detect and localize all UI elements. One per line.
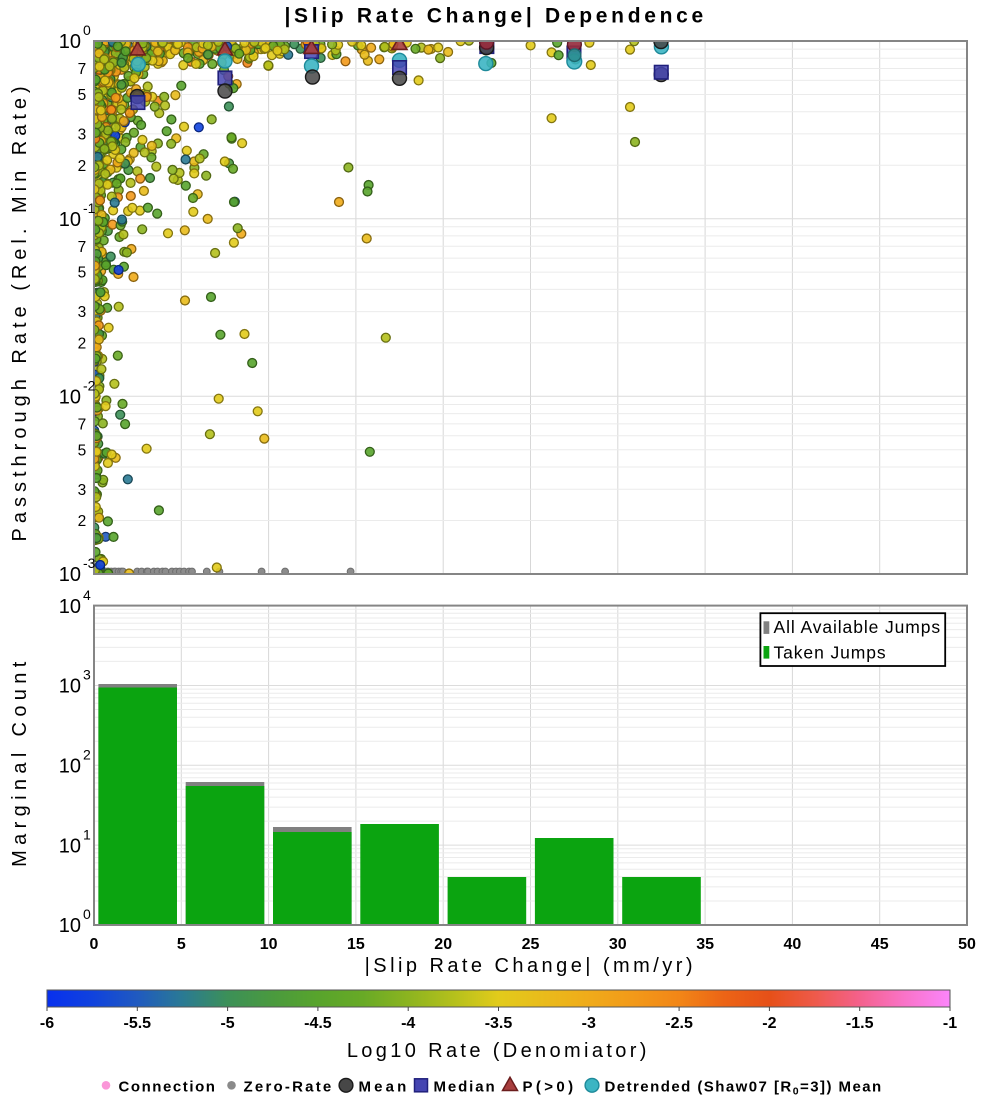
svg-text:Detrended (Shaw07 [R0=3]) Mean: Detrended (Shaw07 [R0=3]) Mean [605, 1078, 883, 1097]
svg-text:Mean: Mean [359, 1078, 410, 1095]
svg-text:5: 5 [78, 87, 87, 104]
svg-text:10: 10 [59, 676, 81, 698]
svg-text:-3: -3 [582, 1015, 596, 1032]
svg-text:3: 3 [78, 127, 87, 144]
svg-text:10: 10 [260, 936, 278, 953]
svg-text:-6: -6 [40, 1015, 54, 1032]
svg-text:3: 3 [83, 667, 91, 683]
svg-text:10: 10 [59, 756, 81, 778]
svg-text:-1.5: -1.5 [846, 1015, 874, 1032]
svg-text:Connection: Connection [119, 1078, 217, 1095]
svg-text:10: 10 [59, 387, 81, 409]
svg-text:5: 5 [78, 265, 87, 282]
svg-text:35: 35 [696, 936, 714, 953]
svg-text:10: 10 [59, 31, 81, 53]
svg-text:10: 10 [59, 564, 81, 586]
svg-text:|Slip Rate Change| (mm/yr): |Slip Rate Change| (mm/yr) [365, 955, 696, 977]
svg-text:20: 20 [434, 936, 452, 953]
svg-text:7: 7 [78, 239, 87, 256]
svg-text:2: 2 [78, 158, 87, 175]
svg-text:7: 7 [78, 61, 87, 78]
svg-text:1: 1 [83, 826, 91, 842]
svg-text:7: 7 [78, 417, 87, 434]
svg-text:10: 10 [59, 835, 81, 857]
svg-text:-1: -1 [943, 1015, 957, 1032]
svg-text:-4: -4 [401, 1015, 415, 1032]
svg-text:45: 45 [871, 936, 889, 953]
svg-text:All Available Jumps: All Available Jumps [774, 617, 942, 637]
svg-text:-2: -2 [83, 378, 96, 394]
svg-text:25: 25 [522, 936, 540, 953]
svg-text:-5.5: -5.5 [124, 1015, 152, 1032]
svg-text:Median: Median [434, 1078, 497, 1095]
svg-text:|Slip Rate Change| Dependence: |Slip Rate Change| Dependence [284, 5, 706, 28]
svg-text:Marginal Count: Marginal Count [9, 656, 31, 867]
svg-text:10: 10 [59, 915, 81, 937]
svg-text:2: 2 [78, 336, 87, 353]
svg-text:-5: -5 [220, 1015, 234, 1032]
svg-text:3: 3 [78, 482, 87, 499]
svg-text:-3: -3 [83, 555, 96, 571]
svg-text:2: 2 [83, 747, 91, 763]
svg-text:3: 3 [78, 304, 87, 321]
svg-text:4: 4 [83, 587, 91, 603]
svg-text:P(>0): P(>0) [523, 1078, 577, 1095]
svg-text:-4.5: -4.5 [304, 1015, 332, 1032]
svg-text:10: 10 [59, 596, 81, 618]
svg-text:Log10 Rate (Denomiator): Log10 Rate (Denomiator) [347, 1040, 650, 1062]
svg-text:5: 5 [177, 936, 186, 953]
svg-text:0: 0 [83, 906, 91, 922]
svg-text:50: 50 [958, 936, 976, 953]
svg-text:0: 0 [83, 22, 91, 38]
svg-text:-1: -1 [83, 200, 96, 216]
svg-text:5: 5 [78, 442, 87, 459]
svg-text:15: 15 [347, 936, 365, 953]
svg-text:10: 10 [59, 209, 81, 231]
svg-text:Taken Jumps: Taken Jumps [774, 642, 887, 662]
svg-text:30: 30 [609, 936, 627, 953]
svg-text:40: 40 [784, 936, 802, 953]
svg-text:-2: -2 [762, 1015, 776, 1032]
svg-text:Passthrough Rate (Rel. Min Rat: Passthrough Rate (Rel. Min Rate) [9, 81, 31, 541]
svg-text:Zero-Rate: Zero-Rate [244, 1078, 334, 1095]
svg-text:0: 0 [90, 936, 99, 953]
svg-text:-2.5: -2.5 [665, 1015, 693, 1032]
svg-text:2: 2 [78, 513, 87, 530]
svg-text:-3.5: -3.5 [485, 1015, 513, 1032]
